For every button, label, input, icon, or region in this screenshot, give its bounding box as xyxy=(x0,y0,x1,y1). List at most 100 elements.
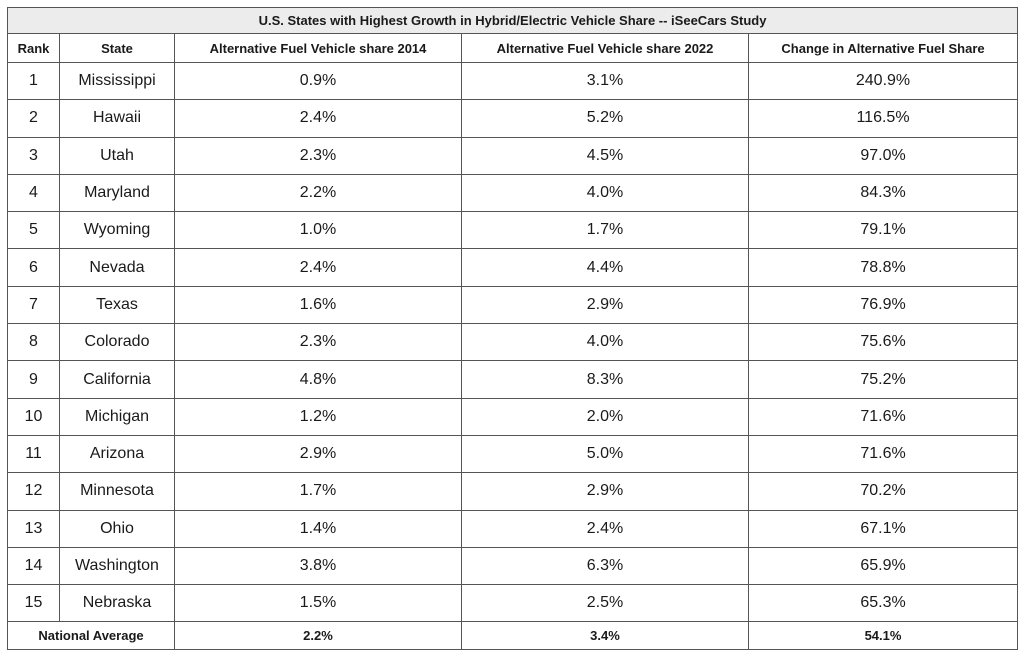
cell-share-2022: 5.0% xyxy=(461,434,749,474)
cell-state: Nebraska xyxy=(59,584,175,623)
table-row: 6 Nevada 2.4% 4.4% 78.8% xyxy=(7,248,1019,287)
table-row: 2 Hawaii 2.4% 5.2% 116.5% xyxy=(7,99,1019,138)
cell-share-2014: 3.8% xyxy=(174,546,462,586)
header-state: State xyxy=(59,33,175,63)
cell-share-2014: 1.6% xyxy=(174,285,462,325)
table-row: 14 Washington 3.8% 6.3% 65.9% xyxy=(7,546,1019,586)
national-average-change: 54.1% xyxy=(747,621,1019,651)
header-share-2014: Alternative Fuel Vehicle share 2014 xyxy=(174,33,462,63)
cell-change: 65.3% xyxy=(747,584,1019,623)
cell-state: Washington xyxy=(59,546,175,586)
cell-change: 76.9% xyxy=(747,285,1019,325)
cell-change: 78.8% xyxy=(747,248,1019,287)
national-average-share-2022: 3.4% xyxy=(461,621,749,651)
cell-state: Maryland xyxy=(59,173,175,213)
cell-share-2022: 6.3% xyxy=(461,546,749,586)
cell-state: California xyxy=(59,360,175,399)
cell-share-2014: 0.9% xyxy=(174,61,462,101)
header-share-2022: Alternative Fuel Vehicle share 2022 xyxy=(461,33,749,63)
cell-share-2022: 4.5% xyxy=(461,136,749,175)
cell-share-2022: 2.5% xyxy=(461,584,749,623)
cell-state: Michigan xyxy=(59,397,175,436)
table-row: 7 Texas 1.6% 2.9% 76.9% xyxy=(7,285,1019,325)
cell-state: Ohio xyxy=(59,509,175,548)
cell-rank: 3 xyxy=(7,136,60,175)
cell-change: 67.1% xyxy=(747,509,1019,548)
table-header-row: Rank State Alternative Fuel Vehicle shar… xyxy=(7,33,1019,63)
cell-share-2014: 2.9% xyxy=(174,434,462,474)
cell-share-2022: 2.4% xyxy=(461,509,749,548)
table-row: 15 Nebraska 1.5% 2.5% 65.3% xyxy=(7,584,1019,623)
table-body: 1 Mississippi 0.9% 3.1% 240.9% 2 Hawaii … xyxy=(7,61,1019,623)
cell-change: 79.1% xyxy=(747,211,1019,250)
table-row: 11 Arizona 2.9% 5.0% 71.6% xyxy=(7,434,1019,474)
cell-state: Mississippi xyxy=(59,61,175,101)
cell-share-2014: 2.2% xyxy=(174,173,462,213)
cell-share-2022: 8.3% xyxy=(461,360,749,399)
cell-share-2014: 1.4% xyxy=(174,509,462,548)
table-row: 8 Colorado 2.3% 4.0% 75.6% xyxy=(7,323,1019,362)
table-row: 12 Minnesota 1.7% 2.9% 70.2% xyxy=(7,472,1019,511)
cell-share-2022: 2.9% xyxy=(461,285,749,325)
cell-share-2014: 1.2% xyxy=(174,397,462,436)
table-container: U.S. States with Highest Growth in Hybri… xyxy=(6,7,1019,651)
table-row: 5 Wyoming 1.0% 1.7% 79.1% xyxy=(7,211,1019,250)
cell-share-2022: 1.7% xyxy=(461,211,749,250)
cell-rank: 13 xyxy=(7,509,60,548)
cell-change: 71.6% xyxy=(747,397,1019,436)
cell-change: 71.6% xyxy=(747,434,1019,474)
cell-rank: 11 xyxy=(7,434,60,474)
cell-share-2022: 3.1% xyxy=(461,61,749,101)
cell-change: 75.6% xyxy=(747,323,1019,362)
cell-share-2014: 2.3% xyxy=(174,136,462,175)
table-title: U.S. States with Highest Growth in Hybri… xyxy=(6,7,1019,34)
cell-state: Hawaii xyxy=(59,99,175,138)
cell-state: Colorado xyxy=(59,323,175,362)
table-row: 4 Maryland 2.2% 4.0% 84.3% xyxy=(7,173,1019,213)
cell-share-2014: 2.4% xyxy=(174,248,462,287)
cell-rank: 4 xyxy=(7,173,60,213)
cell-share-2014: 1.5% xyxy=(174,584,462,623)
cell-share-2014: 2.4% xyxy=(174,99,462,138)
cell-rank: 8 xyxy=(7,323,60,362)
table-row: 10 Michigan 1.2% 2.0% 71.6% xyxy=(7,397,1019,436)
cell-change: 84.3% xyxy=(747,173,1019,213)
table-row: 3 Utah 2.3% 4.5% 97.0% xyxy=(7,136,1019,175)
cell-state: Minnesota xyxy=(59,472,175,511)
national-average-label: National Average xyxy=(7,621,175,651)
cell-state: Arizona xyxy=(59,434,175,474)
cell-rank: 9 xyxy=(7,360,60,399)
cell-state: Texas xyxy=(59,285,175,325)
cell-change: 65.9% xyxy=(747,546,1019,586)
cell-change: 97.0% xyxy=(747,136,1019,175)
national-average-row: National Average 2.2% 3.4% 54.1% xyxy=(7,621,1019,651)
cell-state: Nevada xyxy=(59,248,175,287)
cell-state: Wyoming xyxy=(59,211,175,250)
cell-share-2014: 1.7% xyxy=(174,472,462,511)
table-row: 9 California 4.8% 8.3% 75.2% xyxy=(7,360,1019,399)
growth-table: U.S. States with Highest Growth in Hybri… xyxy=(6,7,1019,651)
header-change: Change in Alternative Fuel Share xyxy=(747,33,1019,63)
cell-share-2014: 2.3% xyxy=(174,323,462,362)
cell-share-2022: 4.0% xyxy=(461,173,749,213)
table-row: 13 Ohio 1.4% 2.4% 67.1% xyxy=(7,509,1019,548)
cell-rank: 14 xyxy=(7,546,60,586)
cell-change: 75.2% xyxy=(747,360,1019,399)
cell-change: 70.2% xyxy=(747,472,1019,511)
cell-change: 240.9% xyxy=(747,61,1019,101)
cell-rank: 2 xyxy=(7,99,60,138)
cell-change: 116.5% xyxy=(747,99,1019,138)
cell-rank: 10 xyxy=(7,397,60,436)
cell-rank: 6 xyxy=(7,248,60,287)
header-rank: Rank xyxy=(7,33,60,63)
cell-share-2022: 5.2% xyxy=(461,99,749,138)
cell-share-2022: 2.9% xyxy=(461,472,749,511)
cell-rank: 5 xyxy=(7,211,60,250)
cell-share-2014: 1.0% xyxy=(174,211,462,250)
cell-state: Utah xyxy=(59,136,175,175)
cell-share-2014: 4.8% xyxy=(174,360,462,399)
cell-rank: 15 xyxy=(7,584,60,623)
cell-share-2022: 4.4% xyxy=(461,248,749,287)
table-title-row: U.S. States with Highest Growth in Hybri… xyxy=(6,7,1019,34)
cell-share-2022: 4.0% xyxy=(461,323,749,362)
